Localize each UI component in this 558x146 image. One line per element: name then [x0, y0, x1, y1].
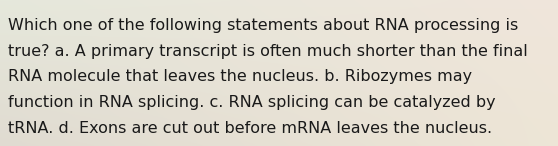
Text: Which one of the following statements about RNA processing is: Which one of the following statements ab… [8, 18, 518, 33]
Text: true? a. A primary transcript is often much shorter than the final: true? a. A primary transcript is often m… [8, 44, 527, 59]
Text: tRNA. d. Exons are cut out before mRNA leaves the nucleus.: tRNA. d. Exons are cut out before mRNA l… [8, 121, 492, 137]
Text: RNA molecule that leaves the nucleus. b. Ribozymes may: RNA molecule that leaves the nucleus. b.… [8, 69, 472, 85]
Text: function in RNA splicing. c. RNA splicing can be catalyzed by: function in RNA splicing. c. RNA splicin… [8, 95, 496, 111]
